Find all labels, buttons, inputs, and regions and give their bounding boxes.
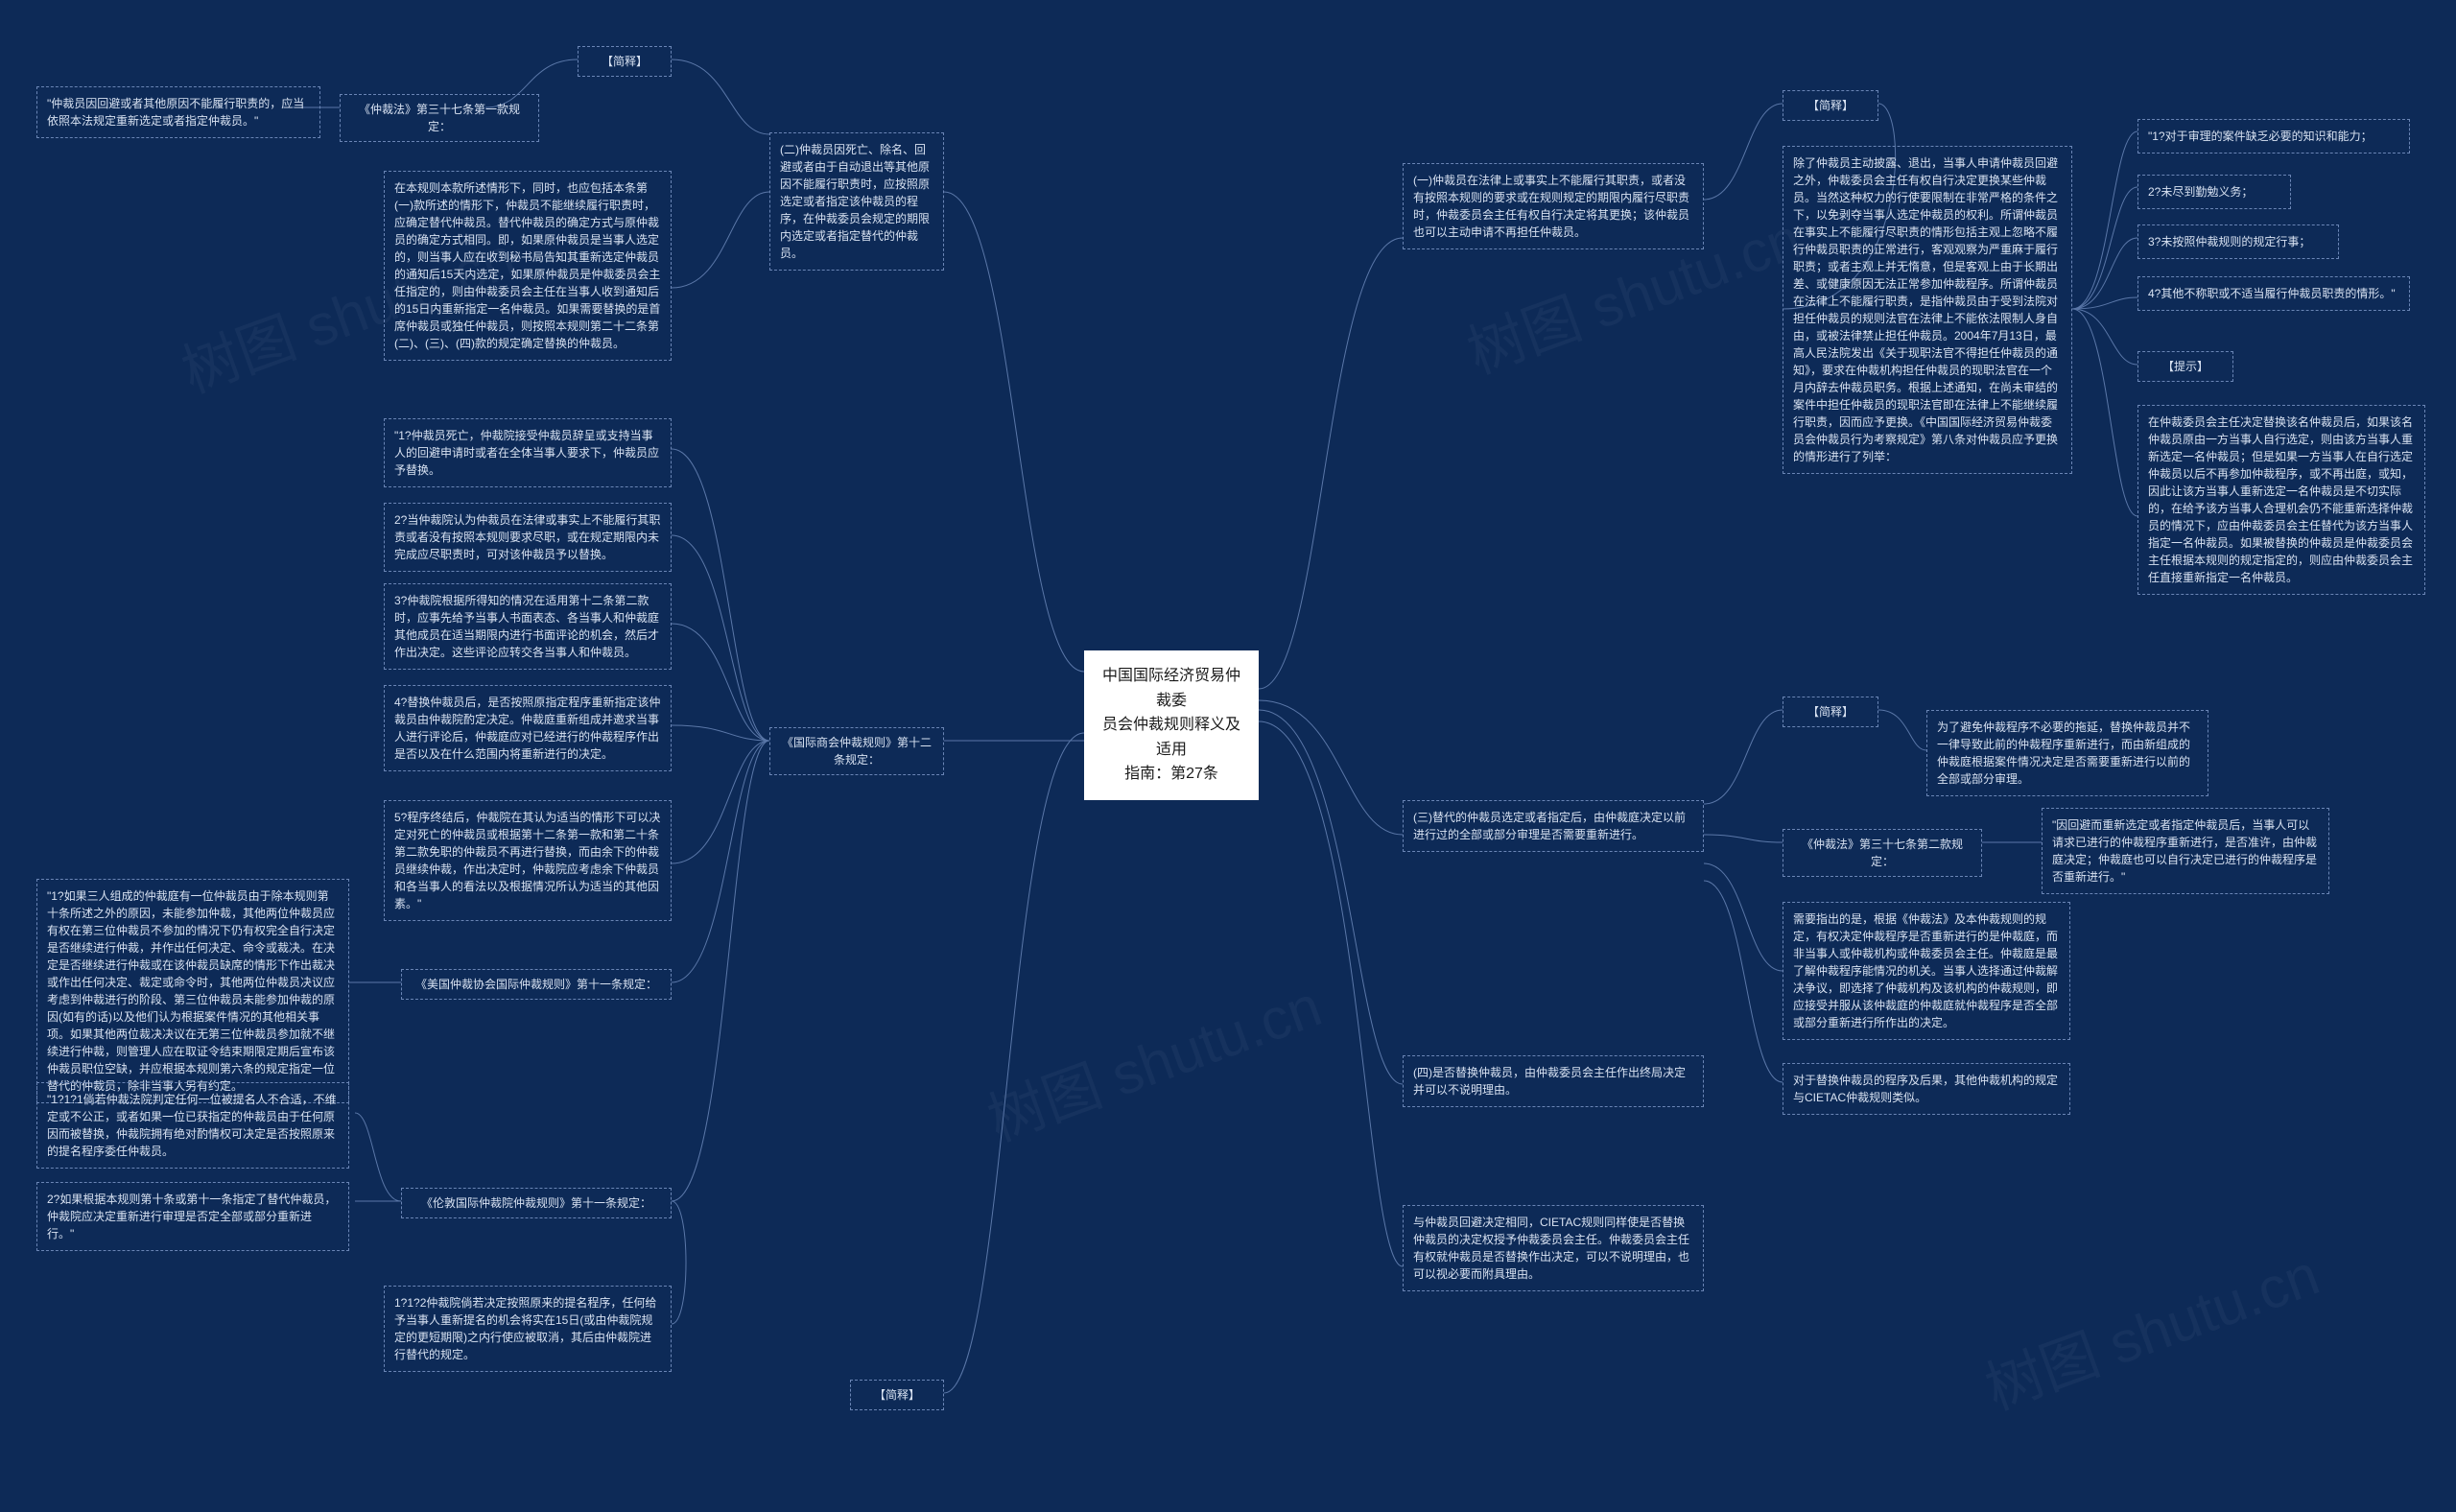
icc-item-3: 3?仲裁院根据所得知的情况在适用第十二条第二款时，应事先给予当事人书面表态、各当… — [384, 583, 672, 670]
icc-item-4: 4?替换仲裁员后，是否按照原指定程序重新指定该仲裁员由仲裁院酌定决定。仲裁庭重新… — [384, 685, 672, 771]
r1-detail-2: 2?未尽到勤勉义务； — [2137, 175, 2291, 209]
branch-r4: (四)是否替换仲裁员，由仲裁委员会主任作出终局决定并可以不说明理由。 — [1403, 1055, 1704, 1107]
r3-law-label: 《仲裁法》第三十七条第二款规定： — [1783, 829, 1982, 877]
icc-item-1: "1?仲裁员死亡，仲裁院接受仲裁员辞呈或支持当事人的回避申请时或者在全体当事人要… — [384, 418, 672, 487]
watermark: 树图 shutu.cn — [975, 959, 1331, 1157]
icc-label: 《国际商会仲裁规则》第十二条规定： — [769, 727, 944, 775]
l2-law-label: 《仲裁法》第三十七条第一款规定： — [340, 94, 539, 142]
r1-detail-6: 在仲裁委员会主任决定替换该名仲裁员后，如果该名仲裁员原由一方当事人自行选定，则由… — [2137, 405, 2425, 595]
r1-detail-1: "1?对于审理的案件缺乏必要的知识和能力； — [2137, 119, 2410, 154]
lcia-item-3: 1?1?2仲裁院倘若决定按照原来的提名程序，任何给予当事人重新提名的机会将实在1… — [384, 1286, 672, 1372]
l2-law-body: "仲裁员因回避或者其他原因不能履行职责的，应当依照本法规定重新选定或者指定仲裁员… — [36, 86, 320, 138]
r3-body2: 需要指出的是，根据《仲裁法》及本仲裁规则的规定，有权决定仲裁程序是否重新进行的是… — [1783, 902, 2070, 1040]
r3-body3: 对于替换仲裁员的程序及后果，其他仲裁机构的规定与CIETAC仲裁规则类似。 — [1783, 1063, 2070, 1115]
lcia-label: 《伦敦国际仲裁院仲裁规则》第十一条规定： — [401, 1188, 672, 1218]
branch-r3: (三)替代的仲裁员选定或者指定后，由仲裁庭决定以前进行过的全部或部分审理是否需要… — [1403, 800, 1704, 852]
branch-r5: 与仲裁员回避决定相同，CIETAC规则同样使是否替换仲裁员的决定权授予仲裁委员会… — [1403, 1205, 1704, 1291]
l2-body: 在本规则本款所述情形下，同时，也应包括本条第(一)款所述的情形下，仲裁员不能继续… — [384, 171, 672, 361]
center-topic: 中国国际经济贸易仲裁委 员会仲裁规则释义及适用 指南：第27条 — [1084, 650, 1259, 800]
watermark: 树图 shutu.cn — [1972, 1228, 2328, 1426]
r1-simple-label: 【简释】 — [1783, 90, 1878, 121]
icc-item-2: 2?当仲裁院认为仲裁员在法律或事实上不能履行其职责或者没有按照本规则要求尽职，或… — [384, 503, 672, 572]
r1-detail-3: 3?未按照仲裁规则的规定行事； — [2137, 224, 2339, 259]
branch-l2: (二)仲裁员因死亡、除名、回避或者由于自动退出等其他原因不能履行职责时，应按照原… — [769, 132, 944, 271]
aaa-body: "1?如果三人组成的仲裁庭有一位仲裁员由于除本规则第十条所述之外的原因，未能参加… — [36, 879, 349, 1103]
bottom-simple-label: 【简释】 — [850, 1380, 944, 1410]
r3-simple-label: 【简释】 — [1783, 697, 1878, 727]
r1-simple-body: 除了仲裁员主动披露、退出，当事人申请仲裁员回避之外，仲裁委员会主任有权自行决定更… — [1783, 146, 2072, 474]
l2-simple-label: 【简释】 — [578, 46, 672, 77]
aaa-label: 《美国仲裁协会国际仲裁规则》第十一条规定： — [401, 969, 672, 1000]
r1-hint-label: 【提示】 — [2137, 351, 2233, 382]
lcia-item-1: "1?1?1倘若仲裁法院判定任何一位被提名人不合适，不维定或不公正，或者如果一位… — [36, 1082, 349, 1169]
r3-simple-body: 为了避免仲裁程序不必要的拖延，替换仲裁员并不一律导致此前的仲裁程序重新进行，而由… — [1926, 710, 2208, 796]
icc-item-5: 5?程序终结后，仲裁院在其认为适当的情形下可以决定对死亡的仲裁员或根据第十二条第… — [384, 800, 672, 921]
lcia-item-2: 2?如果根据本规则第十条或第十一条指定了替代仲裁员，仲裁院应决定重新进行审理是否… — [36, 1182, 349, 1251]
branch-r1: (一)仲裁员在法律上或事实上不能履行其职责，或者没有按照本规则的要求或在规则规定… — [1403, 163, 1704, 249]
r1-detail-4: 4?其他不称职或不适当履行仲裁员职责的情形。" — [2137, 276, 2410, 311]
r3-law-body: "因回避而重新选定或者指定仲裁员后，当事人可以请求已进行的仲裁程序重新进行，是否… — [2042, 808, 2329, 894]
